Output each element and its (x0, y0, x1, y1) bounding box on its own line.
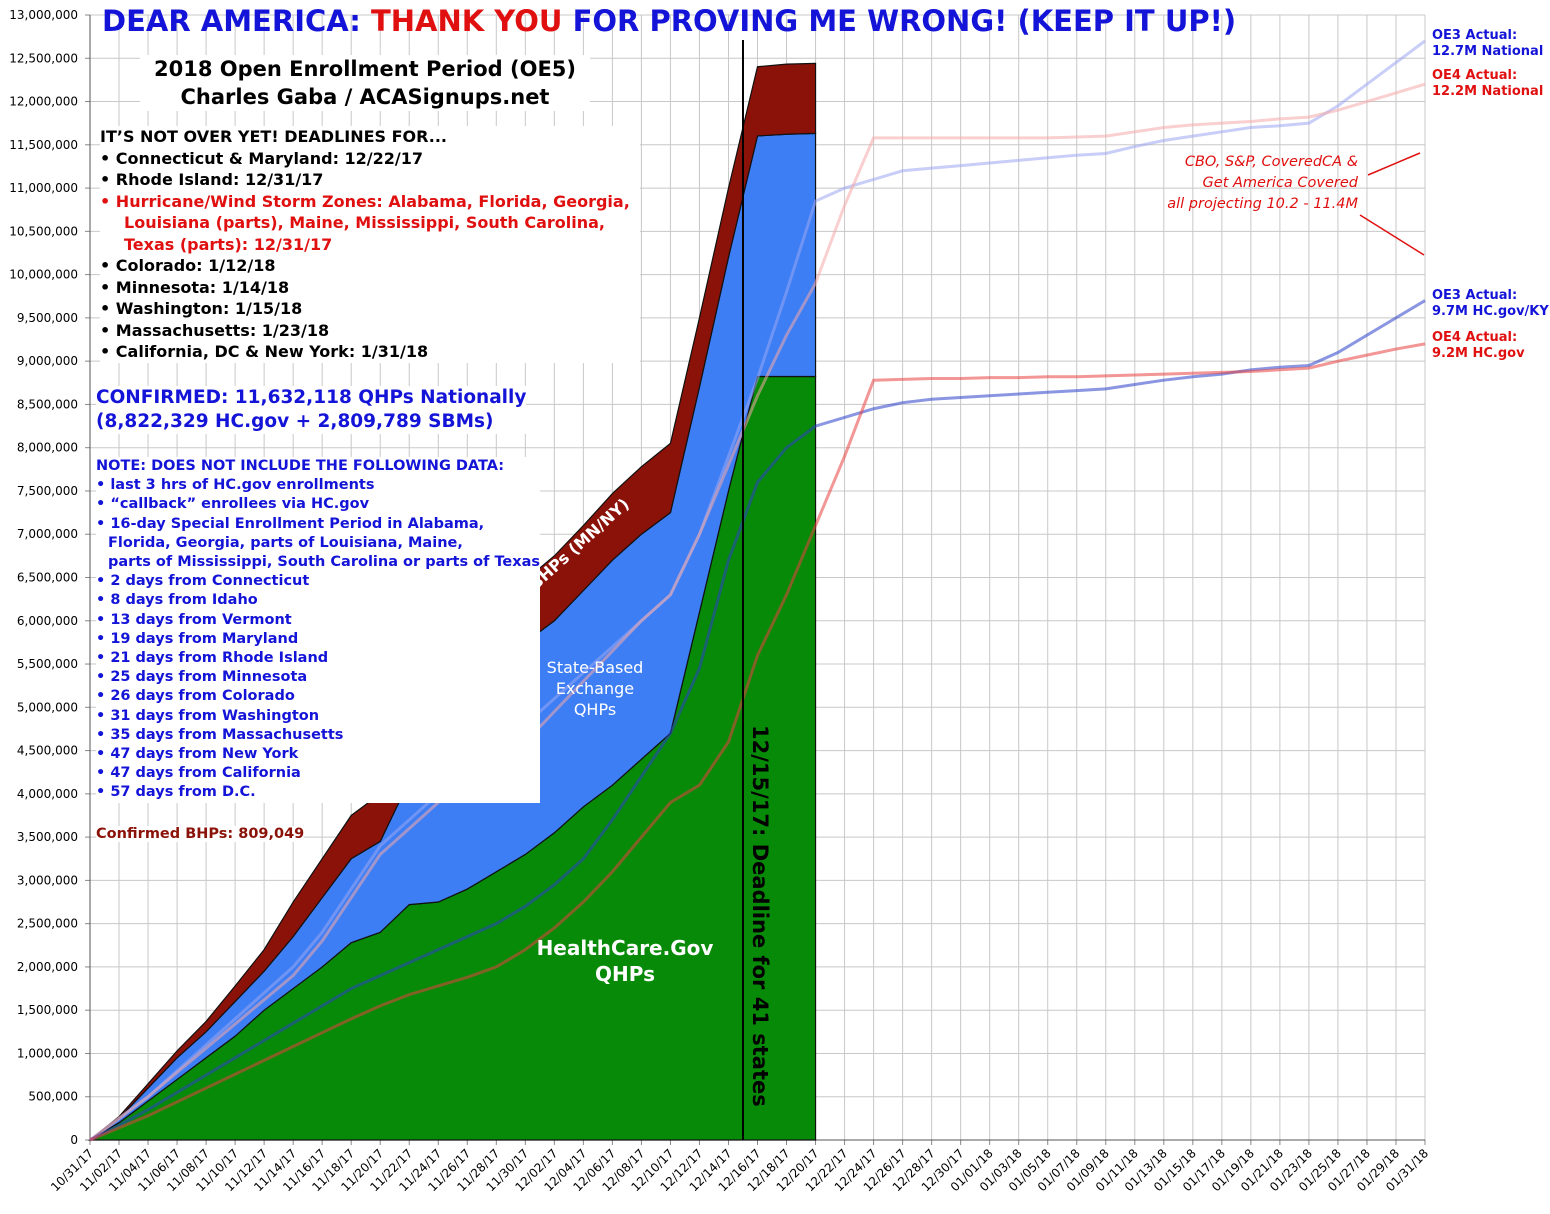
note-item: • “callback” enrollees via HC.gov (96, 496, 370, 513)
note-item: • 57 days from D.C. (96, 784, 256, 801)
note-item: • 19 days from Maryland (96, 630, 299, 647)
y-tick-label: 4,500,000 (17, 744, 78, 758)
y-tick-label: 7,000,000 (17, 527, 78, 541)
note-item: • 35 days from Massachusetts (96, 726, 344, 743)
y-tick-label: 9,000,000 (17, 354, 78, 368)
y-tick-label: 3,500,000 (17, 830, 78, 844)
confirmed: CONFIRMED: 11,632,118 QHPs Nationally (8… (96, 386, 527, 434)
series-label: State-Based Exchange QHPs (546, 658, 644, 719)
deadline-item: • Massachusetts: 1/23/18 (100, 320, 330, 340)
note-item: • 21 days from Rhode Island (96, 650, 329, 667)
note-item: • 25 days from Minnesota (96, 669, 308, 686)
y-tick-label: 10,000,000 (9, 268, 78, 282)
note-item: • 31 days from Washington (96, 707, 320, 724)
y-tick-label: 0 (70, 1133, 78, 1147)
line (89, 82, 1426, 1142)
note-item: • 13 days from Vermont (96, 611, 292, 628)
line (89, 342, 1426, 1142)
deadline-item: • Rhode Island: 12/31/17 (100, 170, 324, 189)
note-heading: NOTE: DOES NOT INCLUDE THE FOLLOWING DAT… (96, 458, 505, 474)
y-tick-label: 5,500,000 (17, 657, 78, 671)
line (89, 39, 1426, 1142)
projection-note: CBO, S&P, CoveredCA & Get America Covere… (1167, 154, 1358, 212)
y-tick-label: 2,500,000 (17, 917, 78, 931)
y-tick-label: 1,500,000 (17, 1003, 78, 1017)
y-tick-label: 8,500,000 (17, 397, 78, 411)
y-tick-label: 6,500,000 (17, 571, 78, 585)
deadline-item: • Minnesota: 1/14/18 (100, 277, 290, 297)
series-label: HealthCare.Gov QHPs (536, 936, 714, 986)
deadline-item: • Connecticut & Maryland: 12/22/17 (100, 148, 424, 168)
y-tick-label: 500,000 (28, 1090, 78, 1104)
y-tick-label: 3,000,000 (17, 873, 78, 887)
y-tick-label: 11,000,000 (9, 181, 78, 195)
pointer (1359, 214, 1425, 256)
deadline-item: • Hurricane/Wind Storm Zones: Alabama, F… (100, 191, 630, 254)
note-item: • last 3 hrs of HC.gov enrollments (96, 477, 375, 494)
y-tick-label: 10,500,000 (9, 224, 78, 238)
y-tick-label: 12,000,000 (9, 95, 78, 109)
y-tick-label: 8,000,000 (17, 441, 78, 455)
deadline-box: IT’S NOT OVER YET! DEADLINES FOR... • Con… (100, 126, 640, 363)
deadline-label: 12/15/17: Deadline for 41 states (748, 725, 772, 1107)
note-item: • 16-day Special Enrollment Period in Al… (96, 515, 541, 571)
y-tick-label: 6,000,000 (17, 614, 78, 628)
deadline-item: • Washington: 1/15/18 (100, 299, 303, 318)
note-item: • 26 days from Colorado (96, 688, 295, 705)
note-item: • 8 days from Idaho (96, 592, 258, 609)
y-tick-label: 1,000,000 (17, 1046, 78, 1060)
title-part: DEAR AMERICA: (102, 4, 371, 38)
note-item: • 47 days from California (96, 765, 301, 782)
y-tick-label: 11,500,000 (9, 138, 78, 152)
y-tick-label: 12,500,000 (9, 51, 78, 65)
deadline-item: • Colorado: 1/12/18 (100, 256, 276, 275)
subtitle: 2018 Open Enrollment Period (OE5) Charle… (140, 55, 590, 111)
y-tick-label: 5,000,000 (17, 700, 78, 714)
y-tick-label: 13,000,000 (9, 8, 78, 22)
title-part: FOR PROVING ME WRONG! (KEEP IT UP!) (562, 4, 1237, 38)
line (89, 299, 1426, 1142)
y-tick-label: 2,000,000 (17, 960, 78, 974)
note-box: NOTE: DOES NOT INCLUDE THE FOLLOWING DAT… (96, 457, 541, 803)
legend-entry: OE3 Actual: 9.7M HC.gov/KY (1432, 288, 1549, 319)
legend-entry: OE3 Actual: 12.7M National (1432, 28, 1544, 59)
deadline-item: • California, DC & New York: 1/31/18 (100, 342, 429, 361)
title-part: THANK YOU (370, 4, 563, 38)
legend-entry: OE4 Actual: 9.2M HC.gov (1432, 330, 1525, 361)
confirmed-bhps: Confirmed BHPs: 809,049 (96, 826, 305, 842)
note-item: • 2 days from Connecticut (96, 573, 310, 590)
deadline-heading: IT’S NOT OVER YET! DEADLINES FOR... (100, 127, 448, 146)
y-tick-label: 7,500,000 (17, 484, 78, 498)
pointer (1367, 152, 1421, 176)
y-tick-label: 4,000,000 (17, 787, 78, 801)
chart-title: DEAR AMERICA: THANK YOU FOR PROVING ME W… (102, 4, 1236, 38)
note-item: • 47 days from New York (96, 746, 299, 763)
legend-entry: OE4 Actual: 12.2M National (1432, 68, 1544, 99)
y-tick-label: 9,500,000 (17, 311, 78, 325)
